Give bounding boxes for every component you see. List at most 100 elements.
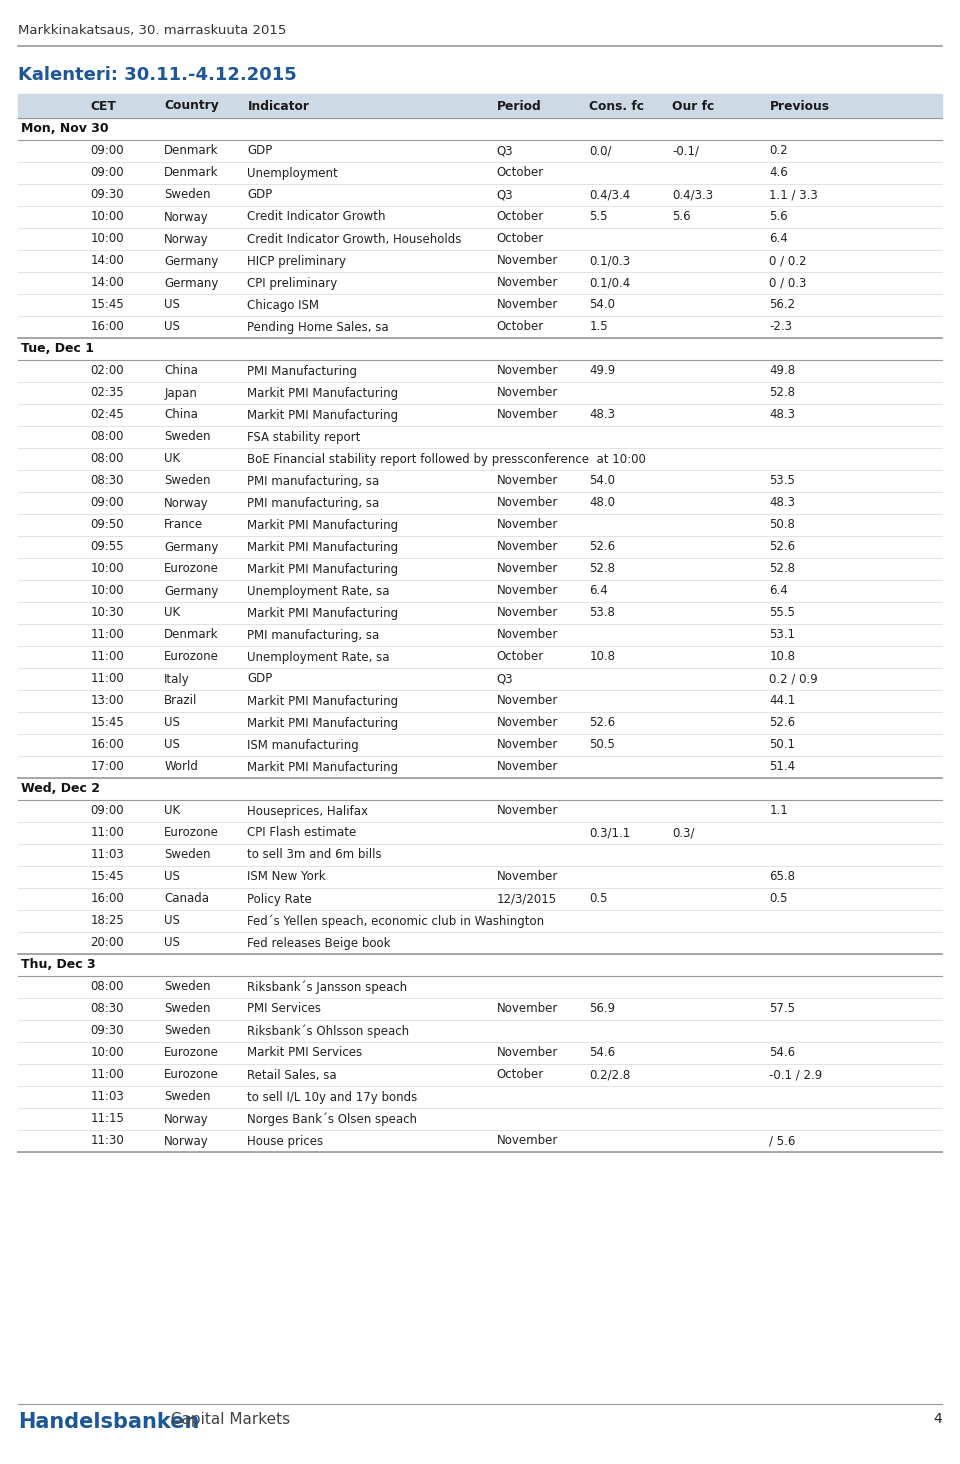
Bar <box>18 94 942 119</box>
Text: Italy: Italy <box>164 672 190 685</box>
Text: November: November <box>497 805 558 817</box>
Text: Markit PMI Manufacturing: Markit PMI Manufacturing <box>248 694 398 707</box>
Text: November: November <box>497 255 558 268</box>
Text: Norway: Norway <box>164 1135 209 1148</box>
Text: Denmark: Denmark <box>164 167 219 180</box>
Text: 1.1: 1.1 <box>770 805 788 817</box>
Text: 53.1: 53.1 <box>770 628 796 641</box>
Text: 18:25: 18:25 <box>90 915 124 928</box>
Text: 6.4: 6.4 <box>770 233 788 246</box>
Text: Markkinakatsaus, 30. marraskuuta 2015: Markkinakatsaus, 30. marraskuuta 2015 <box>18 23 286 37</box>
Text: Markit PMI Manufacturing: Markit PMI Manufacturing <box>248 716 398 729</box>
Text: 11:03: 11:03 <box>90 849 124 861</box>
Text: 52.6: 52.6 <box>770 716 796 729</box>
Text: Fed´s Yellen speach, economic club in Washington: Fed´s Yellen speach, economic club in Wa… <box>248 914 544 928</box>
Text: 02:35: 02:35 <box>90 386 124 400</box>
Text: Eurozone: Eurozone <box>164 1069 219 1082</box>
Text: 09:30: 09:30 <box>90 189 124 202</box>
Text: Sweden: Sweden <box>164 1091 211 1104</box>
Text: November: November <box>497 277 558 290</box>
Text: Markit PMI Manufacturing: Markit PMI Manufacturing <box>248 540 398 553</box>
Text: Tue, Dec 1: Tue, Dec 1 <box>21 343 94 356</box>
Text: Period: Period <box>497 100 541 113</box>
Text: October: October <box>497 650 544 663</box>
Text: 12/3/2015: 12/3/2015 <box>497 893 557 906</box>
Text: 54.0: 54.0 <box>589 299 615 312</box>
Text: 11:00: 11:00 <box>90 1069 124 1082</box>
Text: 14:00: 14:00 <box>90 277 124 290</box>
Text: 16:00: 16:00 <box>90 893 124 906</box>
Text: 08:30: 08:30 <box>90 474 124 488</box>
Text: 53.5: 53.5 <box>770 474 795 488</box>
Text: 11:00: 11:00 <box>90 650 124 663</box>
Text: 02:45: 02:45 <box>90 408 124 422</box>
Text: Sweden: Sweden <box>164 474 211 488</box>
Text: 52.6: 52.6 <box>770 540 796 553</box>
Text: 50.1: 50.1 <box>770 738 796 751</box>
Text: Markit PMI Services: Markit PMI Services <box>248 1047 363 1060</box>
Text: 10:00: 10:00 <box>90 562 124 575</box>
Text: Retail Sales, sa: Retail Sales, sa <box>248 1069 337 1082</box>
Text: 09:55: 09:55 <box>90 540 124 553</box>
Text: PMI Services: PMI Services <box>248 1003 322 1016</box>
Text: 08:00: 08:00 <box>90 430 124 444</box>
Text: 0 / 0.3: 0 / 0.3 <box>770 277 806 290</box>
Text: / 5.6: / 5.6 <box>770 1135 796 1148</box>
Text: Riksbank´s Jansson speach: Riksbank´s Jansson speach <box>248 981 407 994</box>
Text: November: November <box>497 1047 558 1060</box>
Text: 09:00: 09:00 <box>90 496 124 509</box>
Text: Unemployment Rate, sa: Unemployment Rate, sa <box>248 584 390 597</box>
Text: 15:45: 15:45 <box>90 299 124 312</box>
Text: -0.1/: -0.1/ <box>672 145 700 158</box>
Text: Sweden: Sweden <box>164 981 211 994</box>
Text: Chicago ISM: Chicago ISM <box>248 299 320 312</box>
Text: November: November <box>497 1135 558 1148</box>
Text: 0.3/: 0.3/ <box>672 827 695 839</box>
Text: 10.8: 10.8 <box>770 650 796 663</box>
Text: Germany: Germany <box>164 277 219 290</box>
Text: France: France <box>164 518 204 531</box>
Text: PMI manufacturing, sa: PMI manufacturing, sa <box>248 474 379 488</box>
Text: Sweden: Sweden <box>164 849 211 861</box>
Text: to sell I/L 10y and 17y bonds: to sell I/L 10y and 17y bonds <box>248 1091 418 1104</box>
Text: 51.4: 51.4 <box>770 760 796 773</box>
Text: 52.8: 52.8 <box>589 562 615 575</box>
Text: 0.2: 0.2 <box>770 145 788 158</box>
Text: 10.8: 10.8 <box>589 650 615 663</box>
Text: UK: UK <box>164 452 180 466</box>
Text: 08:00: 08:00 <box>90 452 124 466</box>
Text: Eurozone: Eurozone <box>164 1047 219 1060</box>
Text: 10:00: 10:00 <box>90 211 124 224</box>
Text: GDP: GDP <box>248 672 273 685</box>
Text: 02:00: 02:00 <box>90 365 124 378</box>
Text: Germany: Germany <box>164 584 219 597</box>
Text: 09:50: 09:50 <box>90 518 124 531</box>
Text: 09:30: 09:30 <box>90 1025 124 1038</box>
Text: 10:00: 10:00 <box>90 584 124 597</box>
Text: 48.3: 48.3 <box>589 408 615 422</box>
Text: 6.4: 6.4 <box>589 584 608 597</box>
Text: Germany: Germany <box>164 255 219 268</box>
Text: November: November <box>497 716 558 729</box>
Text: 50.8: 50.8 <box>770 518 795 531</box>
Text: Markit PMI Manufacturing: Markit PMI Manufacturing <box>248 606 398 619</box>
Text: FSA stability report: FSA stability report <box>248 430 361 444</box>
Text: 0.5: 0.5 <box>770 893 788 906</box>
Text: 52.6: 52.6 <box>589 716 615 729</box>
Text: 17:00: 17:00 <box>90 760 124 773</box>
Text: November: November <box>497 540 558 553</box>
Text: 48.3: 48.3 <box>770 408 796 422</box>
Text: -2.3: -2.3 <box>770 321 792 334</box>
Text: Credit Indicator Growth, Households: Credit Indicator Growth, Households <box>248 233 462 246</box>
Text: 4.6: 4.6 <box>770 167 788 180</box>
Text: 54.6: 54.6 <box>589 1047 615 1060</box>
Text: November: November <box>497 760 558 773</box>
Text: Handelsbanken: Handelsbanken <box>18 1411 200 1432</box>
Text: 0.2/2.8: 0.2/2.8 <box>589 1069 631 1082</box>
Text: Pending Home Sales, sa: Pending Home Sales, sa <box>248 321 389 334</box>
Text: 11:15: 11:15 <box>90 1113 124 1126</box>
Text: Norway: Norway <box>164 233 209 246</box>
Text: 65.8: 65.8 <box>770 871 796 883</box>
Text: November: November <box>497 518 558 531</box>
Text: 1.1 / 3.3: 1.1 / 3.3 <box>770 189 818 202</box>
